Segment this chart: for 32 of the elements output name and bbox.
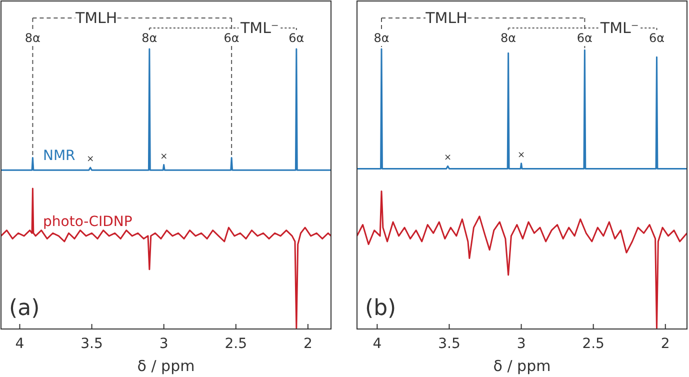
annotation: (a) <box>9 296 40 321</box>
annotation: (b) <box>365 296 396 321</box>
x-tick-label: 3.5 <box>438 336 460 352</box>
x-tick-label: 3 <box>159 336 168 352</box>
x-tick-label: 2 <box>660 336 670 352</box>
text: TMLH <box>424 9 468 27</box>
x-tick-label: 2 <box>303 336 312 352</box>
x-tick-label: 4 <box>372 336 382 352</box>
annotation: × <box>518 150 526 160</box>
text: 6α <box>224 31 240 45</box>
x-tick-label: 2.5 <box>224 336 248 352</box>
x-tick-label: 4 <box>15 336 24 352</box>
x-tick-label: 2.5 <box>582 336 604 352</box>
annotation: × <box>86 154 94 165</box>
x-tick-label: 3.5 <box>80 336 103 352</box>
text: 6α <box>576 31 593 45</box>
annotation: × <box>444 153 452 164</box>
text: TML⁻ <box>599 19 639 37</box>
text: 8α <box>374 31 390 45</box>
x-axis-title: δ / ppm <box>493 357 551 375</box>
text: 6α <box>288 31 304 45</box>
x-axis-title: δ / ppm <box>137 357 195 375</box>
text: 8α <box>500 31 516 45</box>
series-label: photo-CIDNP <box>43 214 132 230</box>
annotation: × <box>160 152 168 162</box>
text: TMLH <box>74 9 118 27</box>
series-label: NMR <box>43 148 76 164</box>
text: TML⁻ <box>239 19 279 37</box>
text: 8α <box>142 31 158 45</box>
text: 8α <box>24 31 41 45</box>
x-tick-label: 3 <box>516 336 526 352</box>
text: 6α <box>648 31 665 45</box>
